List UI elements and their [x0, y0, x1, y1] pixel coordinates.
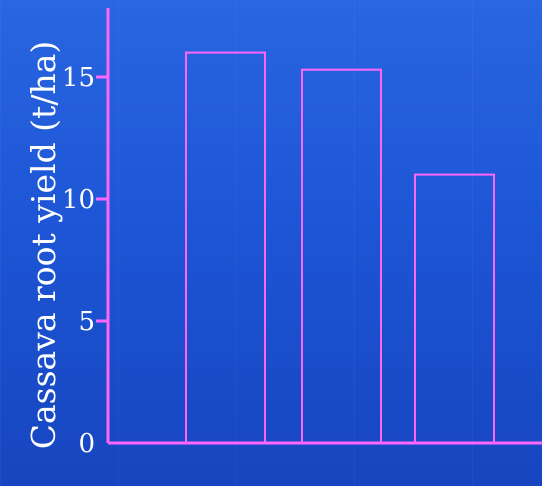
bars-layer [185, 51, 495, 445]
bar-3 [414, 173, 495, 444]
y-tick-label: 0 [78, 429, 95, 459]
bar-1 [185, 51, 266, 444]
bar-2 [301, 68, 382, 445]
ticks-layer: 0 5 10 15 [62, 63, 108, 459]
y-axis-title: Cassava root yield (t/ha) [24, 41, 63, 450]
axes-layer [106, 8, 542, 445]
y-tick-label: 10 [62, 185, 95, 215]
y-tick-label: 15 [62, 63, 95, 93]
y-tick-label: 5 [78, 307, 95, 337]
